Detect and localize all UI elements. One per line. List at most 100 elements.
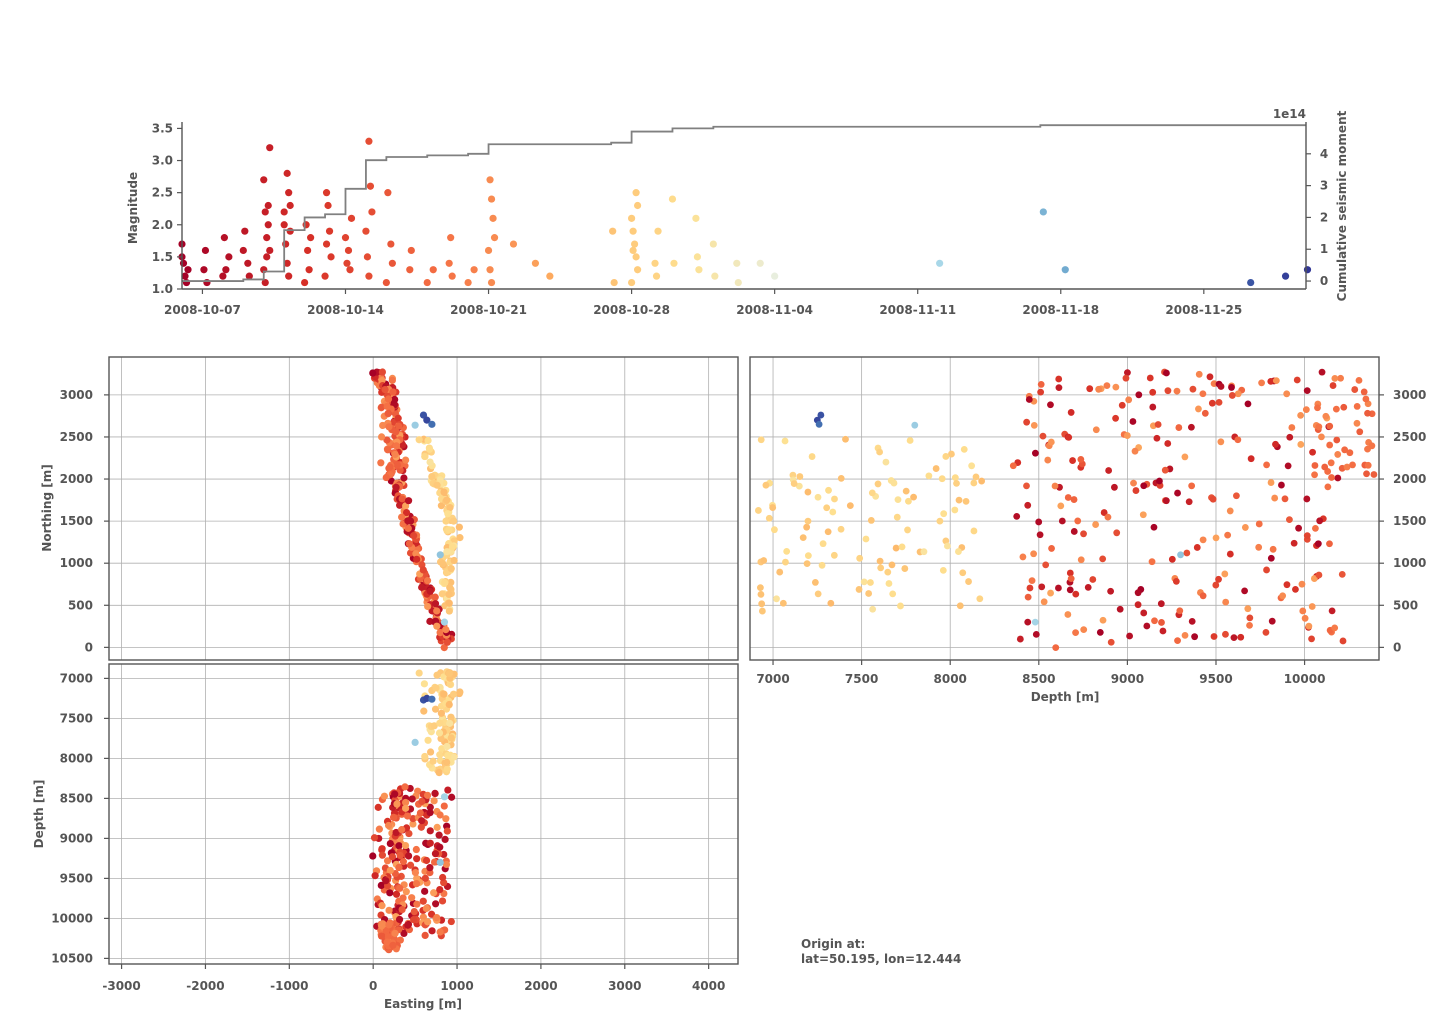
event-point bbox=[695, 266, 703, 274]
hypocenter-point bbox=[1303, 387, 1311, 395]
event-point bbox=[343, 259, 351, 267]
hypocenter-point bbox=[378, 851, 387, 859]
hypocenter-point bbox=[869, 605, 877, 613]
hypocenter-point bbox=[1139, 511, 1147, 519]
hypocenter-point bbox=[436, 551, 444, 559]
hypocenter-point bbox=[1130, 479, 1137, 487]
hypocenter-point bbox=[401, 841, 410, 850]
date-tick-label: 2008-10-21 bbox=[450, 303, 527, 317]
hypocenter-point bbox=[391, 929, 399, 937]
hypocenter-point bbox=[1122, 374, 1130, 382]
hypocenter-point bbox=[415, 669, 423, 677]
hypocenter-point bbox=[814, 590, 822, 598]
hypocenter-point bbox=[894, 496, 902, 504]
hypocenter-point bbox=[965, 578, 972, 585]
event-point bbox=[1281, 272, 1290, 280]
hypocenter-point bbox=[1067, 409, 1075, 416]
event-point bbox=[239, 246, 247, 255]
hypocenter-point bbox=[1217, 438, 1225, 446]
date-tick-label: 2008-11-25 bbox=[1165, 303, 1242, 317]
event-point bbox=[445, 259, 453, 267]
hypocenter-point bbox=[1092, 426, 1100, 434]
hypocenter-point bbox=[408, 795, 416, 803]
hypocenter-point bbox=[377, 433, 386, 441]
hypocenter-point bbox=[382, 473, 390, 482]
hypocenter-point bbox=[374, 803, 382, 811]
depth-tick-label: 7500 bbox=[845, 672, 878, 686]
hypocenter-point bbox=[384, 395, 393, 403]
hypocenter-point bbox=[1013, 513, 1021, 520]
cumulative-moment-line bbox=[182, 124, 1306, 282]
hypocenter-point bbox=[1077, 455, 1085, 463]
event-point bbox=[362, 227, 370, 235]
event-point bbox=[266, 144, 274, 152]
hypocenter-point bbox=[445, 669, 453, 678]
hypocenter-point bbox=[395, 915, 404, 924]
event-point bbox=[651, 259, 659, 267]
hypocenter-point bbox=[1292, 585, 1299, 593]
hypocenter-point bbox=[426, 868, 434, 877]
event-point bbox=[1247, 278, 1255, 287]
hypocenter-point bbox=[377, 922, 386, 930]
hypocenter-point bbox=[430, 889, 438, 897]
hypocenter-point bbox=[446, 584, 454, 592]
hypocenter-point bbox=[1113, 529, 1121, 537]
easting-tick-label: -1000 bbox=[270, 979, 308, 993]
hypocenter-point bbox=[411, 421, 419, 429]
hypocenter-point bbox=[438, 897, 447, 905]
event-point bbox=[200, 266, 208, 274]
depth-tick-label: 9500 bbox=[1199, 672, 1232, 686]
hypocenter-point bbox=[948, 450, 955, 458]
hypocenter-point bbox=[1267, 554, 1275, 562]
hypocenter-point bbox=[395, 422, 403, 430]
hypocenter-point bbox=[1209, 495, 1217, 503]
hypocenter-point bbox=[1333, 436, 1341, 444]
hypocenter-point bbox=[1070, 528, 1078, 535]
event-point bbox=[429, 266, 437, 274]
hypocenter-point bbox=[377, 459, 385, 467]
hypocenter-point bbox=[404, 497, 413, 505]
hypocenter-point bbox=[436, 843, 444, 851]
northing-tick-label: 500 bbox=[68, 598, 93, 612]
hypocenter-point bbox=[1038, 583, 1046, 591]
hypocenter-point bbox=[1103, 382, 1111, 390]
hypocenter-point bbox=[369, 852, 377, 860]
hypocenter-point bbox=[1272, 377, 1280, 385]
hypocenter-point bbox=[440, 793, 449, 801]
hypocenter-point bbox=[1055, 384, 1063, 392]
event-point bbox=[490, 234, 499, 242]
hypocenter-point bbox=[388, 853, 397, 861]
hypocenter-point bbox=[427, 910, 436, 918]
event-point bbox=[225, 253, 233, 261]
hypocenter-point bbox=[384, 409, 392, 417]
hypocenter-point bbox=[433, 622, 441, 630]
hypocenter-point bbox=[1302, 406, 1310, 414]
hypocenter-point bbox=[865, 590, 873, 597]
hypocenter-point bbox=[402, 798, 410, 807]
date-tick-label: 2008-11-18 bbox=[1022, 303, 1099, 317]
hypocenter-point bbox=[421, 887, 429, 895]
hypocenter-point bbox=[953, 479, 960, 487]
hypocenter-point bbox=[391, 450, 399, 459]
event-point bbox=[388, 259, 396, 267]
event-point bbox=[327, 253, 335, 261]
hypocenter-point bbox=[1058, 517, 1066, 525]
event-point bbox=[486, 266, 494, 274]
hypocenter-point bbox=[1230, 634, 1238, 642]
hypocenter-point bbox=[400, 929, 408, 938]
hypocenter-point bbox=[382, 926, 390, 935]
hypocenter-point bbox=[1212, 534, 1220, 542]
hypocenter-point bbox=[1188, 617, 1196, 625]
hypocenter-point bbox=[400, 474, 408, 482]
hypocenter-point bbox=[436, 629, 444, 637]
hypocenter-point bbox=[1290, 539, 1298, 547]
event-point bbox=[365, 272, 373, 280]
depth-northing-frame bbox=[749, 356, 1380, 661]
hypocenter-point bbox=[1351, 386, 1359, 393]
hypocenter-point bbox=[1263, 566, 1270, 574]
event-point bbox=[693, 253, 702, 261]
easting-axis-label: Easting [m] bbox=[384, 997, 462, 1011]
hypocenter-point bbox=[1107, 587, 1115, 595]
event-point bbox=[652, 272, 661, 280]
hypocenter-point bbox=[1314, 404, 1321, 412]
